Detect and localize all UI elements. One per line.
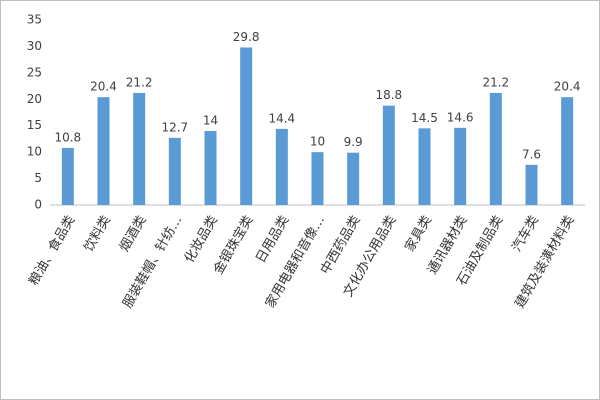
data-label: 9.9 — [344, 135, 363, 149]
y-tick-label: 25 — [27, 65, 42, 79]
y-tick-label: 5 — [34, 171, 42, 185]
bar — [454, 127, 467, 205]
y-tick-label: 10 — [27, 145, 42, 159]
data-label: 14.5 — [411, 111, 438, 125]
data-label: 20.4 — [90, 80, 117, 94]
data-label: 12.7 — [161, 120, 188, 134]
y-tick-label: 20 — [27, 92, 42, 106]
data-label: 10 — [310, 135, 325, 149]
bar — [561, 97, 574, 205]
bar — [382, 105, 395, 205]
bar — [240, 47, 253, 205]
bar — [97, 97, 110, 205]
bar — [525, 164, 538, 205]
data-label: 14.6 — [447, 110, 474, 124]
bar — [489, 92, 502, 205]
bar — [133, 92, 146, 205]
bar — [168, 137, 181, 205]
bar — [418, 128, 431, 205]
data-label: 21.2 — [126, 75, 153, 89]
data-label: 21.2 — [482, 75, 509, 89]
y-tick-label: 0 — [34, 198, 42, 212]
data-label: 14.4 — [268, 111, 295, 125]
data-label: 20.4 — [554, 80, 581, 94]
data-label: 29.8 — [233, 30, 260, 44]
data-label: 10.8 — [54, 130, 81, 144]
y-tick-label: 15 — [27, 118, 42, 132]
data-label: 7.6 — [522, 147, 541, 161]
data-label: 14 — [203, 114, 218, 128]
data-label: 18.8 — [375, 88, 402, 102]
bar — [204, 131, 217, 205]
bar — [311, 152, 324, 205]
y-tick-label: 35 — [27, 13, 42, 27]
y-tick-label: 30 — [27, 39, 42, 53]
bar — [347, 152, 360, 205]
bar — [275, 128, 288, 205]
bar — [61, 147, 74, 205]
